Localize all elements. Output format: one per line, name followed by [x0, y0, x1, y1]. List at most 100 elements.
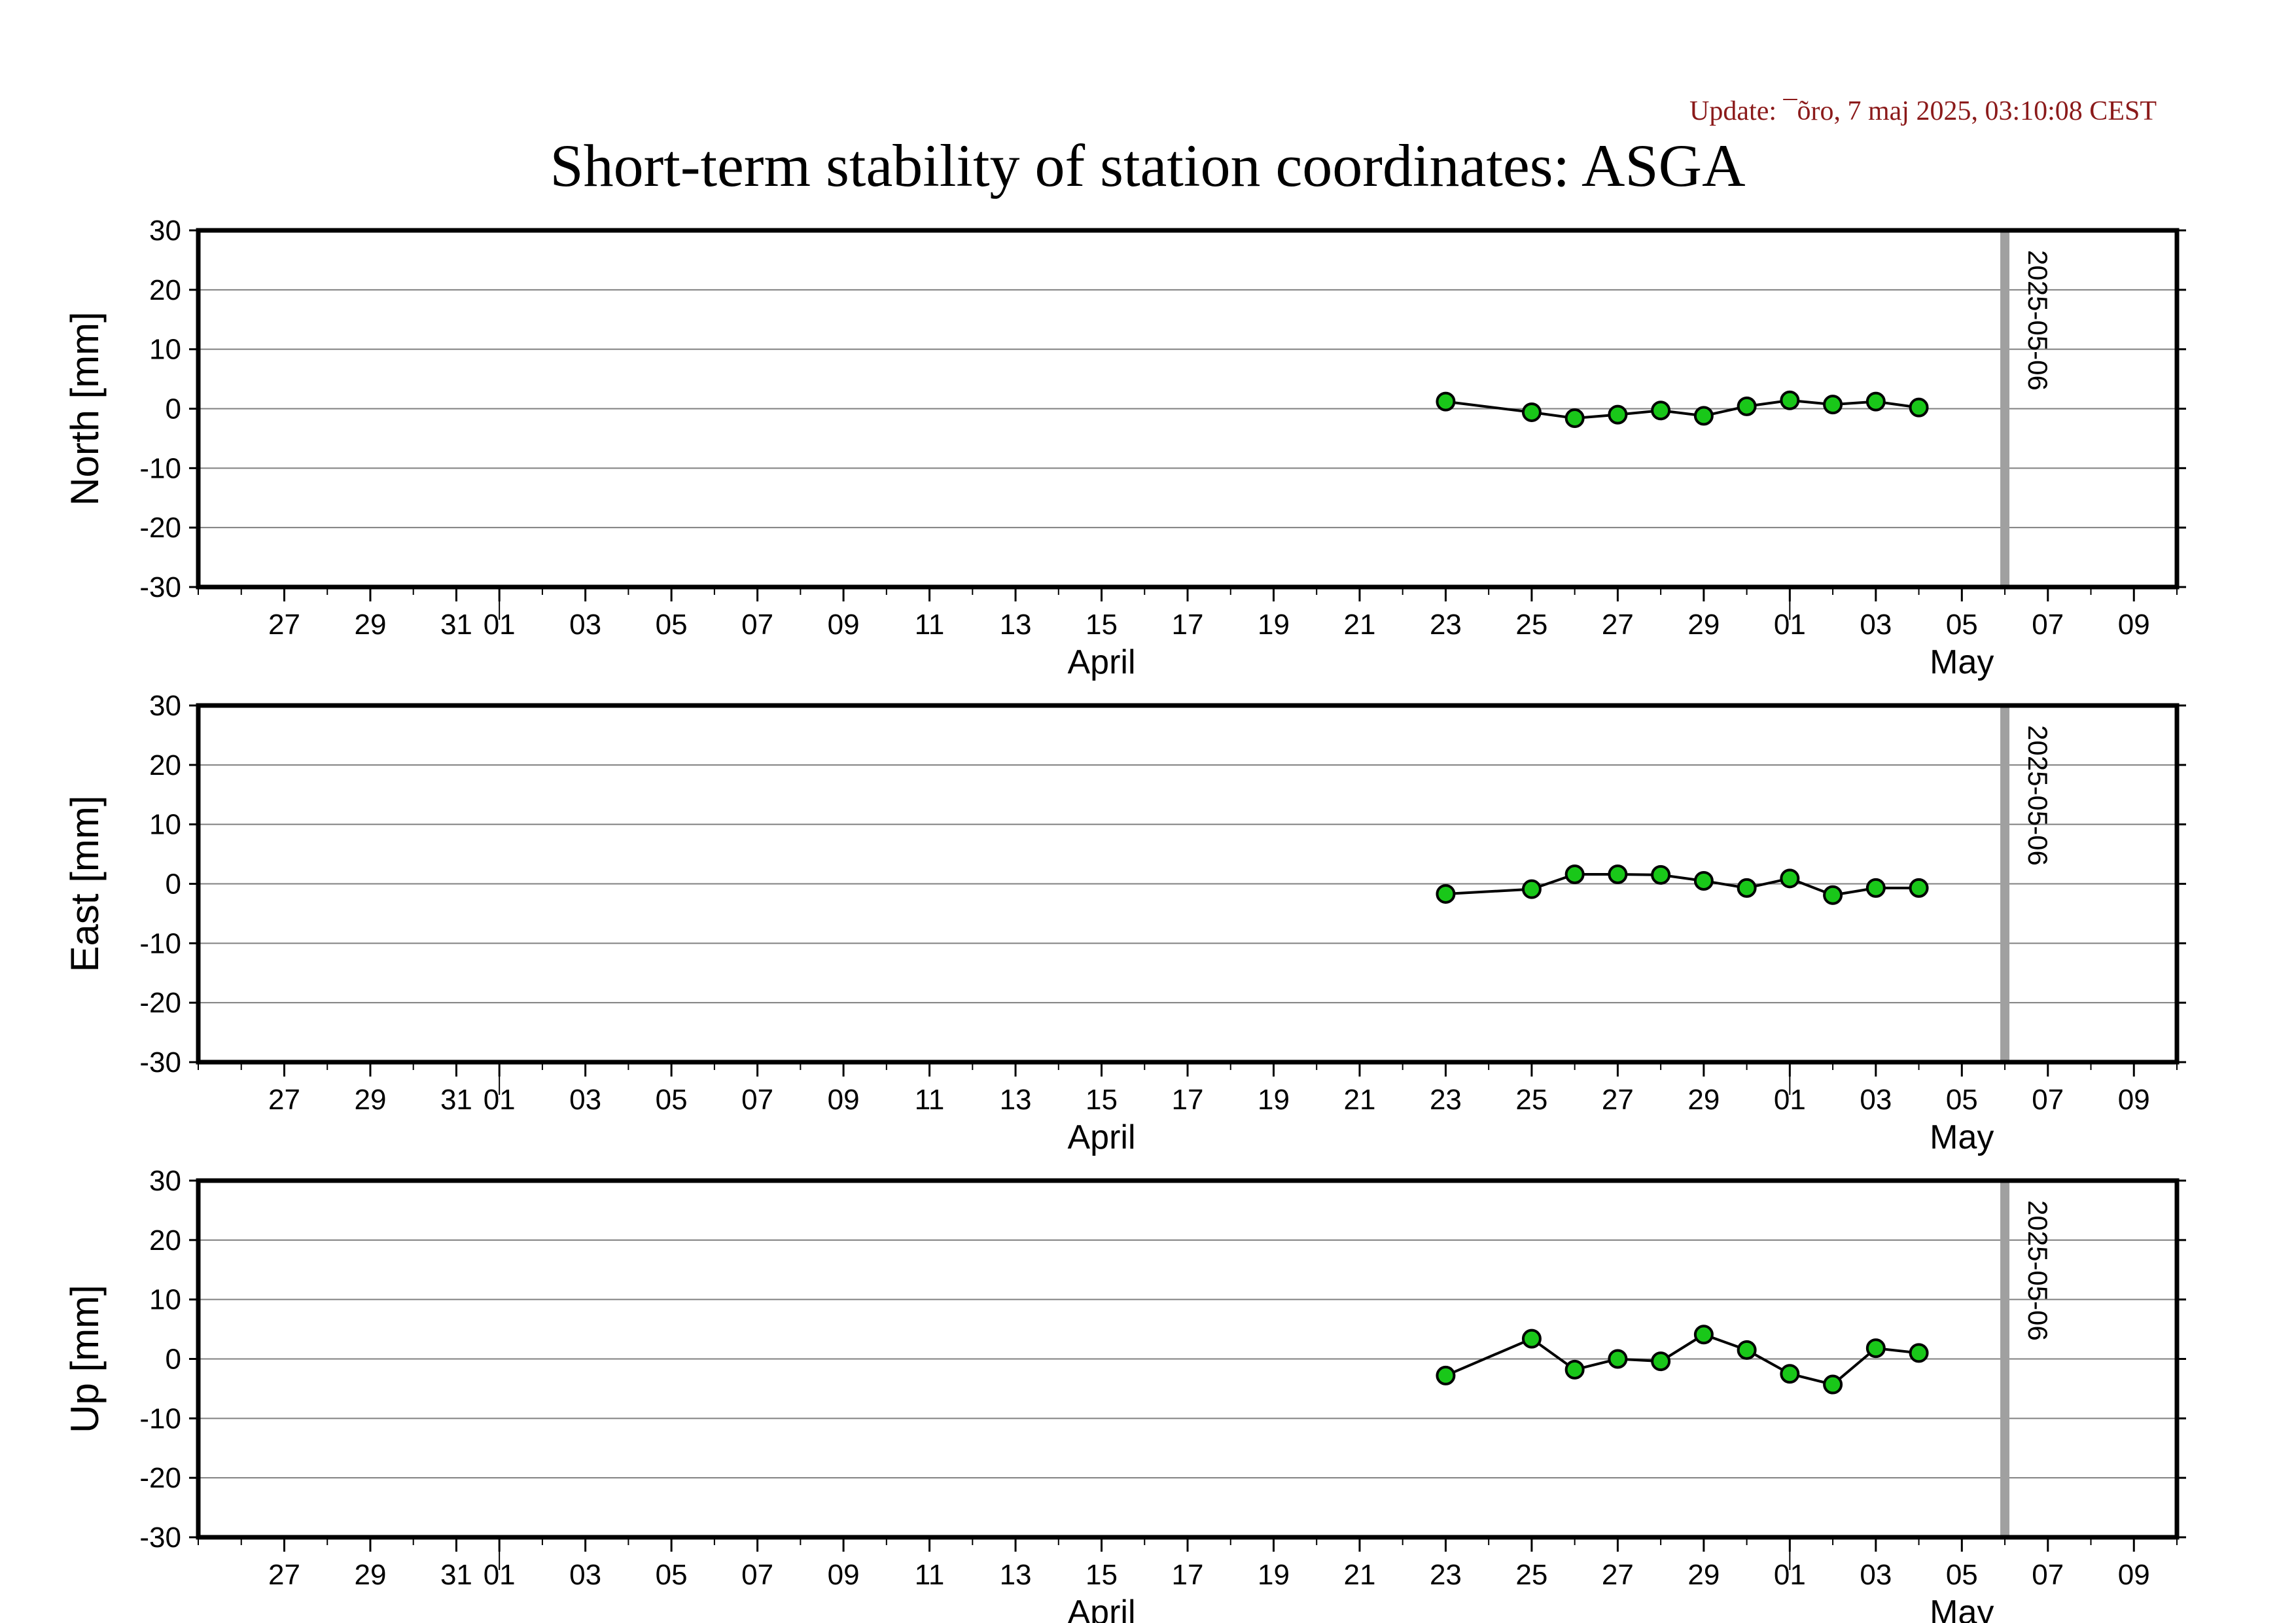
x-tick-label: 07: [741, 1559, 773, 1591]
month-label: April: [1068, 643, 1136, 681]
x-tick-label: 19: [1258, 1559, 1290, 1591]
data-point: [1737, 396, 1757, 416]
x-tick-label: 01: [1774, 1559, 1806, 1591]
x-tick-label: 03: [1860, 1559, 1892, 1591]
data-point: [1608, 404, 1628, 425]
data-point: [1564, 1359, 1585, 1380]
data-point: [1436, 1365, 1456, 1385]
data-point: [1608, 864, 1628, 884]
x-tick-label: 07: [741, 609, 773, 641]
x-tick-label: 21: [1343, 1084, 1375, 1116]
x-tick-label: 11: [915, 609, 945, 641]
x-tick-label: 11: [915, 1084, 945, 1116]
data-point: [1608, 1349, 1628, 1369]
data-point: [1651, 865, 1671, 885]
month-label: May: [1930, 1118, 1994, 1156]
y-tick-label: 10: [149, 809, 181, 841]
x-tick-label: 05: [1946, 609, 1978, 641]
y-tick-label: 20: [149, 749, 181, 781]
data-point: [1564, 408, 1585, 429]
y-tick-label: -20: [139, 1462, 181, 1494]
x-tick-label: 27: [268, 1559, 300, 1591]
y-tick-label: 20: [149, 1224, 181, 1257]
y-tick-label: -30: [139, 1522, 181, 1554]
x-tick-label: 01: [1774, 1084, 1806, 1116]
y-axis-label: Up [mm]: [63, 1285, 107, 1433]
data-point: [1780, 868, 1800, 889]
x-tick-label: 05: [656, 1084, 688, 1116]
x-tick-label: 21: [1343, 1559, 1375, 1591]
x-tick-label: 27: [1602, 609, 1634, 641]
x-tick-label: 29: [1687, 1559, 1720, 1591]
x-tick-label: 05: [656, 609, 688, 641]
x-tick-label: 07: [2032, 1084, 2064, 1116]
y-tick-label: -10: [139, 452, 181, 484]
x-tick-label: 25: [1515, 1559, 1547, 1591]
y-tick-label: 0: [166, 393, 181, 425]
data-point: [1865, 1338, 1886, 1359]
x-tick-label: 09: [828, 1559, 860, 1591]
x-tick-label: 27: [268, 1084, 300, 1116]
data-point: [1823, 885, 1843, 905]
data-point: [1651, 1351, 1671, 1372]
data-point: [1737, 878, 1757, 898]
x-tick-label: 25: [1515, 609, 1547, 641]
y-tick-label: 10: [149, 334, 181, 366]
x-tick-label: 19: [1258, 1084, 1290, 1116]
plot-frame: [196, 1178, 2180, 1540]
data-point: [1651, 401, 1671, 421]
date-marker-label: 2025-05-06: [2022, 1200, 2053, 1341]
x-tick-label: 15: [1086, 1559, 1118, 1591]
update-timestamp: Update: ¯õro, 7 maj 2025, 03:10:08 CEST: [1689, 96, 2157, 126]
x-tick-label: 25: [1515, 1084, 1547, 1116]
data-point: [1521, 1329, 1542, 1349]
x-tick-label: 29: [354, 609, 386, 641]
x-tick-label: 01: [484, 609, 516, 641]
data-point: [1780, 390, 1800, 410]
data-point: [1693, 1325, 1714, 1345]
y-tick-label: 20: [149, 274, 181, 306]
x-tick-label: 13: [1000, 1084, 1032, 1116]
y-tick-label: -10: [139, 927, 181, 959]
plot-frame: [196, 703, 2180, 1065]
data-point: [1909, 397, 1929, 418]
month-label: May: [1930, 643, 1994, 681]
month-label: April: [1068, 1118, 1136, 1156]
x-tick-label: 13: [1000, 1559, 1032, 1591]
x-tick-label: 27: [268, 609, 300, 641]
date-marker-label: 2025-05-06: [2022, 250, 2053, 391]
data-point: [1865, 878, 1886, 898]
y-tick-label: -20: [139, 512, 181, 544]
data-point: [1521, 402, 1542, 422]
x-tick-label: 17: [1172, 609, 1204, 641]
x-tick-label: 05: [1946, 1559, 1978, 1591]
x-tick-label: 29: [1687, 609, 1720, 641]
x-tick-label: 17: [1172, 1559, 1204, 1591]
y-axis-label: North [mm]: [63, 312, 107, 506]
x-tick-label: 09: [828, 609, 860, 641]
x-tick-label: 09: [2118, 1084, 2150, 1116]
y-axis-label: East [mm]: [63, 795, 107, 972]
x-tick-label: 23: [1430, 1559, 1462, 1591]
x-tick-label: 05: [1946, 1084, 1978, 1116]
x-tick-label: 15: [1086, 1084, 1118, 1116]
x-tick-label: 07: [741, 1084, 773, 1116]
x-tick-label: 01: [484, 1559, 516, 1591]
data-point: [1780, 1364, 1800, 1384]
x-tick-label: 21: [1343, 609, 1375, 641]
x-tick-label: 03: [1860, 609, 1892, 641]
y-tick-label: 30: [149, 1165, 181, 1197]
y-tick-label: -20: [139, 987, 181, 1019]
x-tick-label: 31: [440, 609, 472, 641]
x-tick-label: 19: [1258, 609, 1290, 641]
x-tick-label: 09: [828, 1084, 860, 1116]
y-tick-label: 0: [166, 1344, 181, 1376]
x-tick-label: 27: [1602, 1084, 1634, 1116]
x-tick-label: 29: [1687, 1084, 1720, 1116]
x-tick-label: 09: [2118, 609, 2150, 641]
y-tick-label: 30: [149, 690, 181, 722]
y-tick-label: 30: [149, 215, 181, 247]
